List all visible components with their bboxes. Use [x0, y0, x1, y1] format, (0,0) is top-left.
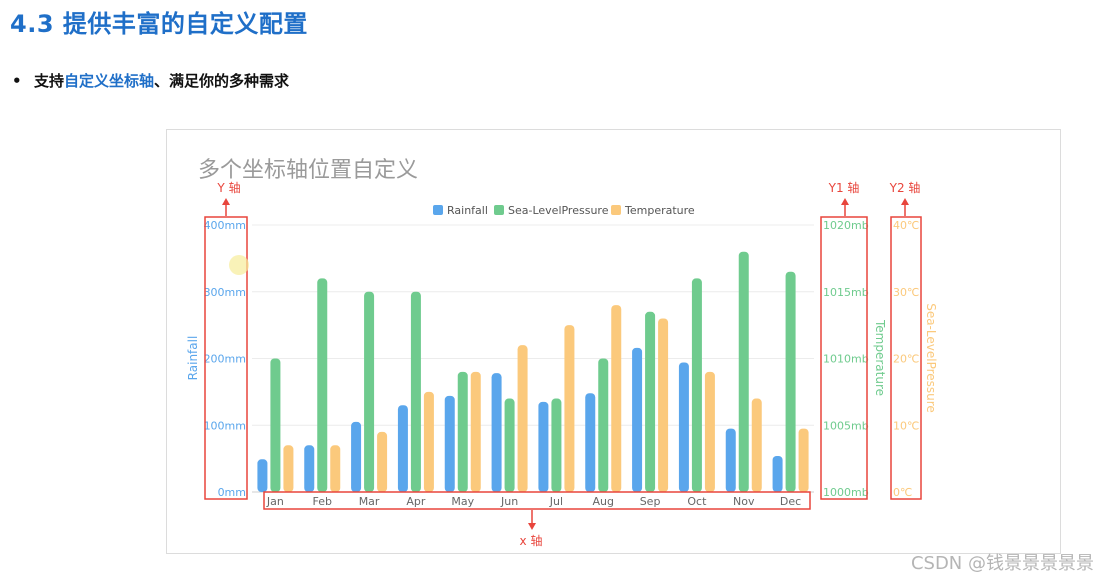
bar-pressure[interactable] — [504, 398, 515, 492]
bar-temperature[interactable] — [423, 391, 434, 492]
x-tick-label: Sep — [640, 495, 661, 508]
bar-pressure[interactable] — [410, 291, 421, 492]
bullet-point: • 支持自定义坐标轴、满足你的多种需求 — [12, 70, 289, 91]
bar-pressure[interactable] — [645, 311, 656, 492]
y1-axis-highlight-box — [820, 216, 868, 500]
x-axis-arrow-head — [528, 523, 536, 530]
legend-swatch-2[interactable] — [494, 205, 504, 215]
bar-rainfall[interactable] — [678, 362, 689, 492]
bar-temperature[interactable] — [330, 445, 341, 492]
x-tick-label: Nov — [733, 495, 755, 508]
y1-tick-label: 1010mb — [823, 353, 869, 366]
bar-pressure[interactable] — [270, 358, 281, 493]
bar-rainfall[interactable] — [585, 393, 596, 492]
page-title: 4.3 提供丰富的自定义配置 — [10, 10, 308, 38]
y-tick-label: 200mm — [204, 353, 246, 366]
y-axis-title: Rainfall — [186, 336, 200, 381]
y2-tick-label: 30℃ — [893, 286, 919, 299]
bar-temperature[interactable] — [283, 445, 294, 492]
x-tick-label: Jul — [549, 495, 563, 508]
y2-axis-annotation: Y2 轴 — [889, 180, 921, 195]
bar-temperature[interactable] — [751, 398, 762, 492]
y2-axis-arrow-head — [901, 198, 909, 205]
bar-rainfall[interactable] — [632, 347, 643, 492]
x-tick-label: Aug — [593, 495, 614, 508]
y2-tick-label: 0℃ — [893, 486, 912, 499]
bar-rainfall[interactable] — [397, 405, 408, 492]
bar-pressure[interactable] — [364, 291, 375, 492]
legend-label-1[interactable]: Rainfall — [447, 204, 488, 217]
legend-swatch-3[interactable] — [611, 205, 621, 215]
y1-tick-label: 1015mb — [823, 286, 869, 299]
x-tick-label: Jan — [266, 495, 284, 508]
bar-temperature[interactable] — [517, 345, 528, 492]
bar-temperature[interactable] — [611, 305, 622, 492]
x-tick-label: Feb — [313, 495, 332, 508]
bar-rainfall[interactable] — [725, 428, 736, 492]
x-tick-label: Jun — [500, 495, 518, 508]
x-axis-annotation: x 轴 — [520, 533, 543, 548]
y2-axis-highlight-box — [890, 216, 922, 500]
watermark: CSDN @钱景景景景景 — [910, 553, 1094, 574]
bar-rainfall[interactable] — [772, 455, 783, 492]
bar-temperature[interactable] — [377, 431, 388, 492]
x-tick-label: May — [451, 495, 474, 508]
x-tick-label: Apr — [406, 495, 426, 508]
y2-tick-label: 40℃ — [893, 219, 919, 232]
x-tick-label: Oct — [687, 495, 707, 508]
y1-axis-title: Temperature — [873, 319, 887, 396]
bar-pressure[interactable] — [691, 278, 702, 492]
bar-pressure[interactable] — [598, 358, 609, 493]
y-tick-label: 100mm — [204, 419, 246, 432]
bar-pressure[interactable] — [738, 251, 749, 492]
bar-temperature[interactable] — [564, 325, 575, 492]
y-axis-highlight-box — [204, 216, 248, 500]
bullet-highlight: 自定义坐标轴 — [64, 72, 155, 90]
y2-tick-label: 20℃ — [893, 353, 919, 366]
bar-pressure[interactable] — [785, 271, 796, 492]
legend-label-2[interactable]: Sea-LevelPressure — [508, 204, 609, 217]
bar-rainfall[interactable] — [351, 421, 362, 492]
y-axis-arrow-head — [222, 198, 230, 205]
y-axis-annotation: Y 轴 — [216, 180, 240, 195]
bar-temperature[interactable] — [798, 428, 809, 492]
legend-swatch-1[interactable] — [433, 205, 443, 215]
x-tick-label: Dec — [780, 495, 801, 508]
bar-pressure[interactable] — [317, 278, 328, 492]
bar-rainfall[interactable] — [257, 459, 268, 492]
bar-rainfall[interactable] — [444, 395, 455, 492]
y1-axis-annotation: Y1 轴 — [828, 180, 860, 195]
bar-rainfall[interactable] — [491, 373, 502, 492]
bar-rainfall[interactable] — [538, 401, 549, 492]
bullet-suffix: 、满足你的多种需求 — [154, 72, 290, 90]
y1-tick-label: 1020mb — [823, 219, 869, 232]
y1-tick-label: 1000mb — [823, 486, 869, 499]
bar-pressure[interactable] — [457, 371, 468, 492]
y-tick-label: 400mm — [204, 219, 246, 232]
bar-rainfall[interactable] — [304, 445, 315, 492]
y2-axis-title: Sea-LevelPressure — [924, 303, 938, 413]
cursor-highlight — [229, 255, 249, 275]
bullet-prefix: 支持 — [34, 72, 65, 90]
x-tick-label: Mar — [359, 495, 380, 508]
y-tick-label: 300mm — [204, 286, 246, 299]
bar-temperature[interactable] — [704, 371, 715, 492]
bar-temperature[interactable] — [470, 371, 481, 492]
bar-pressure[interactable] — [551, 398, 562, 492]
bullet-dot-icon: • — [12, 72, 22, 90]
y2-tick-label: 10℃ — [893, 419, 919, 432]
y1-tick-label: 1005mb — [823, 419, 869, 432]
chart-title: 多个坐标轴位置自定义 — [198, 158, 418, 183]
y1-axis-arrow-head — [841, 198, 849, 205]
legend-label-3[interactable]: Temperature — [624, 204, 695, 217]
x-axis-highlight-box — [263, 491, 811, 510]
y-tick-label: 0mm — [218, 486, 246, 499]
bar-temperature[interactable] — [658, 318, 669, 492]
